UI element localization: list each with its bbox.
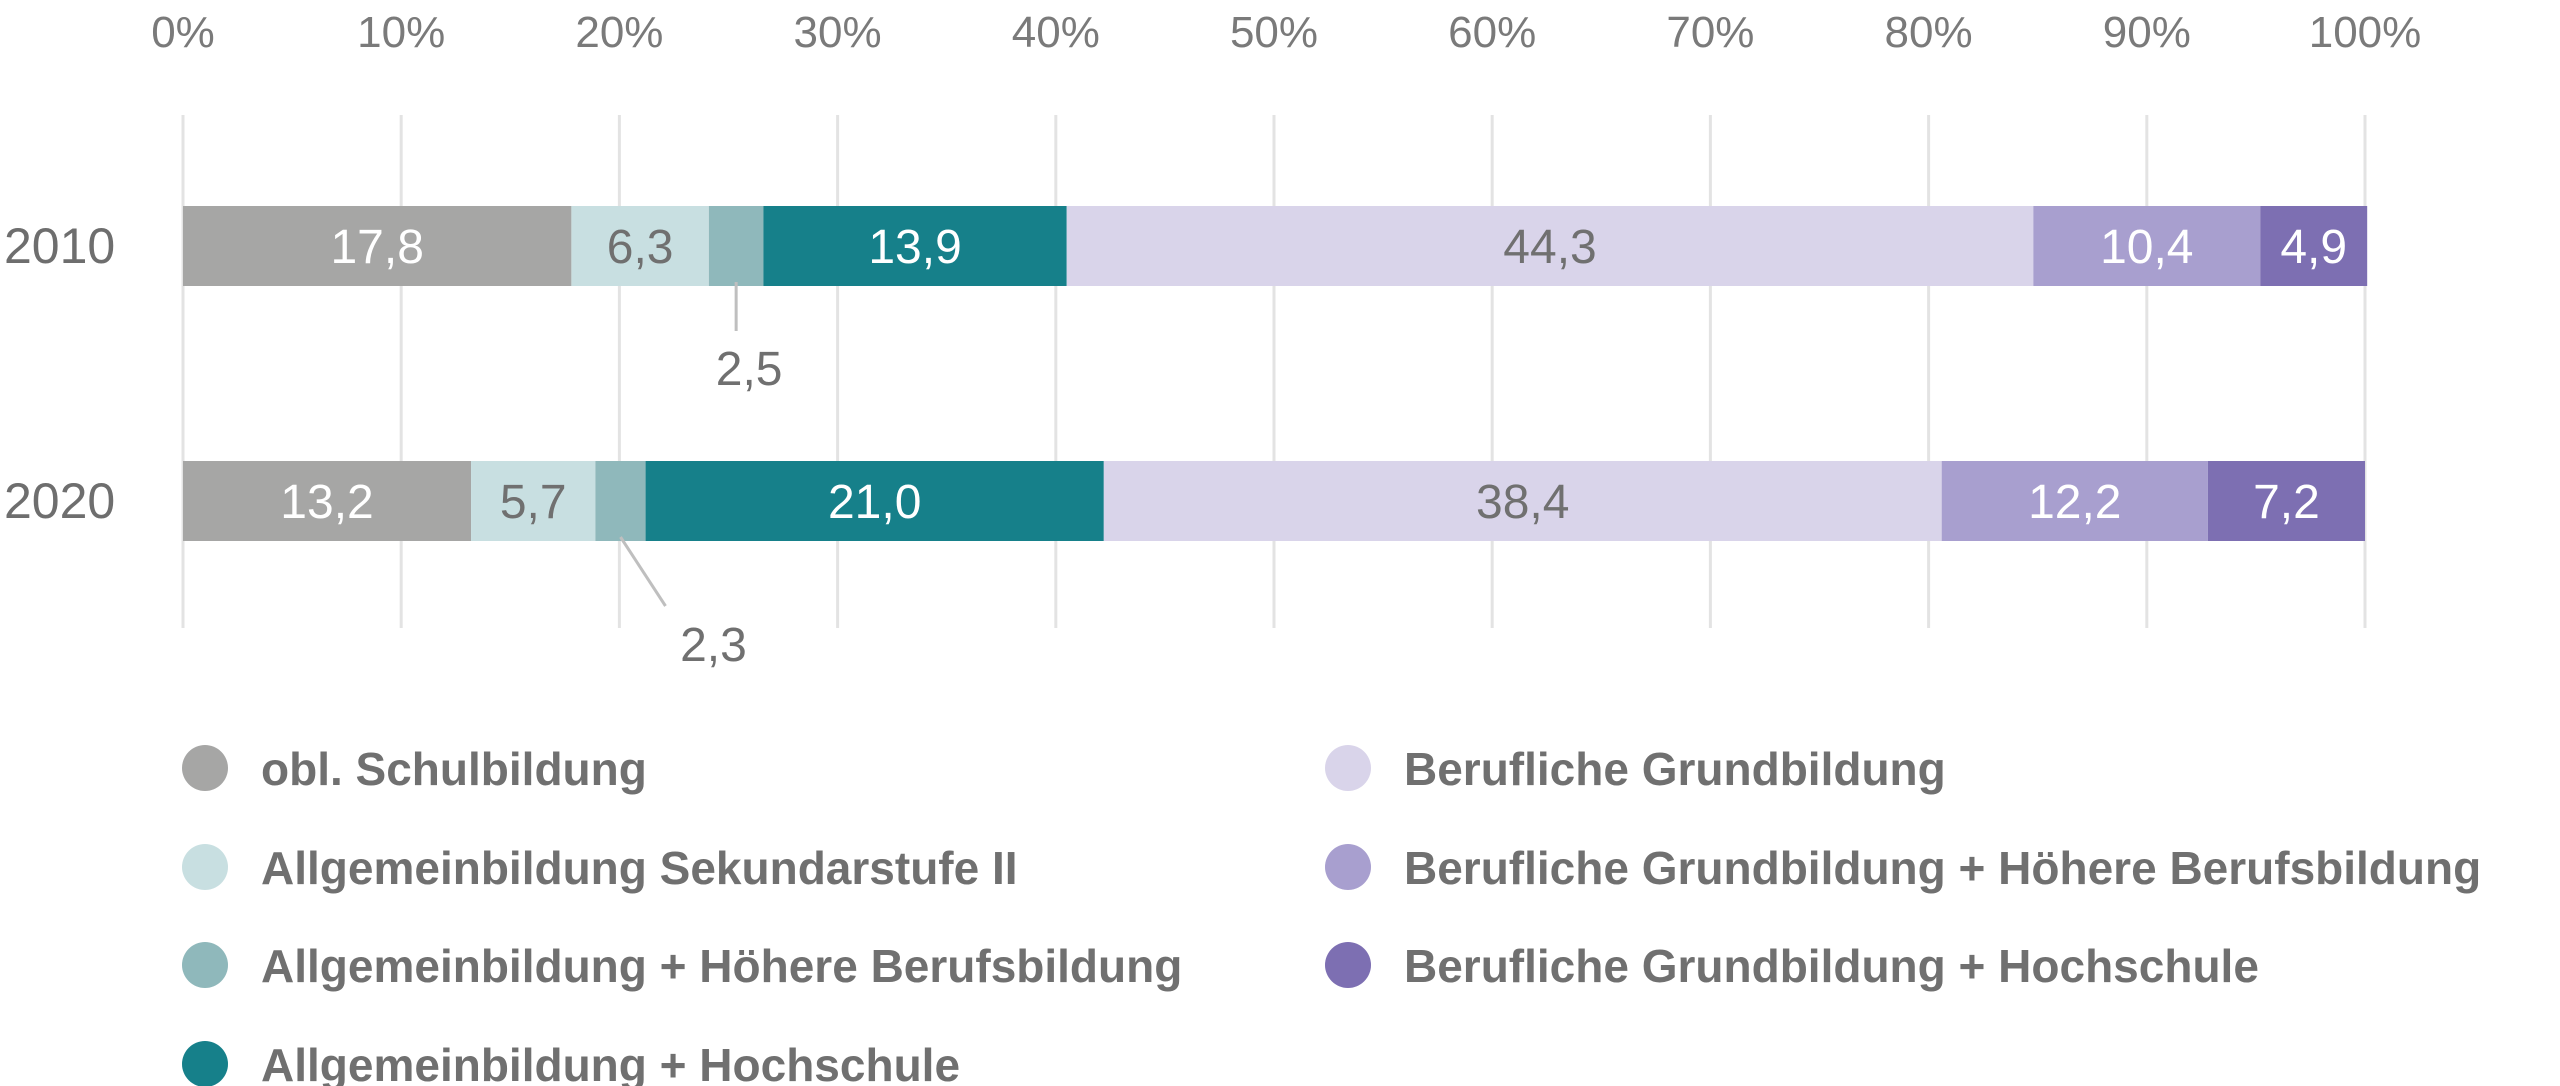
x-tick-label: 20% xyxy=(575,8,663,57)
bar-segment xyxy=(1066,206,2034,286)
legend-swatch xyxy=(1325,745,1371,791)
data-label: 13,2 xyxy=(280,476,373,529)
bar-segment xyxy=(2033,206,2261,286)
category-label: 2010 xyxy=(4,218,115,274)
data-label: 21,0 xyxy=(828,476,921,529)
data-label: 17,8 xyxy=(330,221,423,274)
data-label: 7,2 xyxy=(2253,476,2320,529)
category-labels: 2010 2020 xyxy=(4,218,115,529)
legend-label: Allgemeinbildung + Hochschule xyxy=(261,1039,960,1086)
bar-segment xyxy=(183,206,572,286)
legend-swatch xyxy=(182,942,228,988)
bar-segment xyxy=(708,206,764,286)
legend-swatch xyxy=(1325,844,1371,890)
bar-segment xyxy=(571,206,709,286)
data-label: 44,3 xyxy=(1503,221,1596,274)
bar-segment xyxy=(1103,461,1942,541)
legend-label: Berufliche Grundbildung + Hochschule xyxy=(1404,940,2259,992)
bar-segment xyxy=(595,461,646,541)
bar-segment xyxy=(763,206,1067,286)
x-tick-label: 70% xyxy=(1666,8,1754,57)
data-label: 2,5 xyxy=(716,343,783,396)
x-tick-label: 50% xyxy=(1230,8,1318,57)
x-tick-label: 10% xyxy=(357,8,445,57)
legend-swatch xyxy=(182,745,228,791)
category-label: 2020 xyxy=(4,473,115,529)
legend-label: obl. Schulbildung xyxy=(261,743,647,795)
x-tick-label: 0% xyxy=(151,8,215,57)
legend-label: Berufliche Grundbildung + Höhere Berufsb… xyxy=(1404,842,2481,894)
bar-segment xyxy=(645,461,1104,541)
bar-segment xyxy=(2207,461,2365,541)
data-label: 10,4 xyxy=(2100,221,2193,274)
bar-segment xyxy=(1941,461,2208,541)
legend-label: Berufliche Grundbildung xyxy=(1404,743,1946,795)
data-label: 13,9 xyxy=(868,221,961,274)
x-tick-label: 30% xyxy=(794,8,882,57)
data-label: 38,4 xyxy=(1476,476,1569,529)
bar-segment xyxy=(2260,206,2368,286)
bars: 17,8 6,3 2,5 13,9 44,3 10,4 4,9 13,2 5,7 2,3 21,0 3… xyxy=(183,206,2368,672)
data-label: 6,3 xyxy=(607,221,674,274)
legend-label: Allgemeinbildung Sekundarstufe II xyxy=(261,842,1018,894)
callout-leader-line xyxy=(619,536,667,607)
bar-segment xyxy=(183,461,472,541)
x-tick-label: 100% xyxy=(2309,8,2422,57)
data-label: 2,3 xyxy=(680,619,747,672)
legend-label: Allgemeinbildung + Höhere Berufsbildung xyxy=(261,940,1182,992)
legend-swatch xyxy=(182,1041,228,1086)
x-tick-label: 80% xyxy=(1885,8,1973,57)
x-tick-label: 40% xyxy=(1012,8,1100,57)
data-label: 4,9 xyxy=(2280,221,2347,274)
data-label: 12,2 xyxy=(2028,476,2121,529)
x-tick-label: 60% xyxy=(1448,8,1536,57)
x-axis-ticks: 0% 10% 20% 30% 40% 50% 60% 70% 80% 90% 100% xyxy=(151,8,2421,57)
legend-swatch xyxy=(182,844,228,890)
legend: obl. Schulbildung Allgemeinbildung Sekund… xyxy=(182,743,2481,1086)
data-label: 5,7 xyxy=(500,476,567,529)
x-tick-label: 90% xyxy=(2103,8,2191,57)
gridlines xyxy=(181,115,2367,628)
legend-swatch xyxy=(1325,942,1371,988)
bar-segment xyxy=(471,461,596,541)
